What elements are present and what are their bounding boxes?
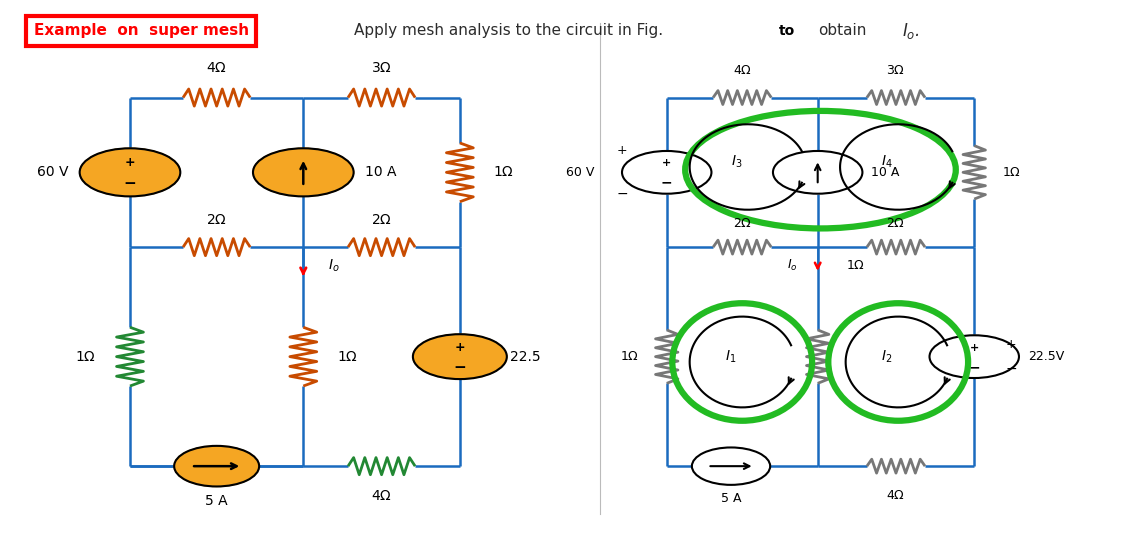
Text: 1$\Omega$: 1$\Omega$ [336,350,358,364]
Text: +: + [1006,338,1016,351]
Text: Example  on  super mesh: Example on super mesh [34,23,249,38]
Text: −: − [123,176,137,191]
Text: −: − [617,187,628,201]
Text: $I_o$.: $I_o$. [901,21,919,41]
Text: 3$\Omega$: 3$\Omega$ [887,64,906,77]
Circle shape [174,446,259,487]
Circle shape [622,151,712,194]
Text: $I_3$: $I_3$ [731,154,742,170]
Text: 22.5V: 22.5V [1028,350,1064,363]
Text: to: to [779,24,795,38]
Text: 1$\Omega$: 1$\Omega$ [845,259,864,272]
Text: +: + [454,340,465,354]
Text: 4$\Omega$: 4$\Omega$ [371,489,392,503]
Text: 4$\Omega$: 4$\Omega$ [206,61,228,75]
Text: 5 A: 5 A [205,494,228,508]
Text: 2$\Omega$: 2$\Omega$ [887,216,906,230]
Text: 60 V: 60 V [37,165,68,179]
Text: 2$\Omega$: 2$\Omega$ [733,216,752,230]
Text: 2$\Omega$: 2$\Omega$ [371,213,392,228]
Text: +: + [970,343,979,353]
Text: $I_o$: $I_o$ [328,258,340,274]
Text: Apply mesh analysis to the circuit in Fig.: Apply mesh analysis to the circuit in Fi… [353,23,663,38]
Text: −: − [969,360,980,374]
Text: 22.5: 22.5 [510,350,540,364]
Circle shape [413,334,507,379]
Circle shape [929,335,1019,378]
Text: −: − [454,360,466,375]
Circle shape [773,151,862,194]
Text: 1$\Omega$: 1$\Omega$ [493,165,515,179]
Text: +: + [124,156,136,169]
Text: 1$\Omega$: 1$\Omega$ [620,350,639,363]
Text: −: − [661,176,673,190]
Text: 2$\Omega$: 2$\Omega$ [206,213,228,228]
Text: $I_o$: $I_o$ [787,258,797,273]
Text: −: − [1006,361,1017,375]
Text: 5 A: 5 A [721,492,741,505]
Text: 4$\Omega$: 4$\Omega$ [887,489,906,502]
Text: 10 A: 10 A [871,166,900,179]
Text: 3$\Omega$: 3$\Omega$ [371,61,392,75]
Text: $I_2$: $I_2$ [881,349,892,365]
Text: 4$\Omega$: 4$\Omega$ [733,64,752,77]
Text: 1$\Omega$: 1$\Omega$ [75,350,96,364]
Text: +: + [617,144,628,157]
Circle shape [80,148,180,197]
Circle shape [692,447,770,485]
Text: $I_4$: $I_4$ [881,154,892,170]
Text: obtain: obtain [817,23,867,38]
Text: +: + [663,158,671,169]
Text: 10 A: 10 A [364,165,397,179]
Circle shape [253,148,353,197]
Text: 60 V: 60 V [566,166,594,179]
Text: $I_1$: $I_1$ [725,349,736,365]
Text: 1$\Omega$: 1$\Omega$ [1002,166,1021,179]
